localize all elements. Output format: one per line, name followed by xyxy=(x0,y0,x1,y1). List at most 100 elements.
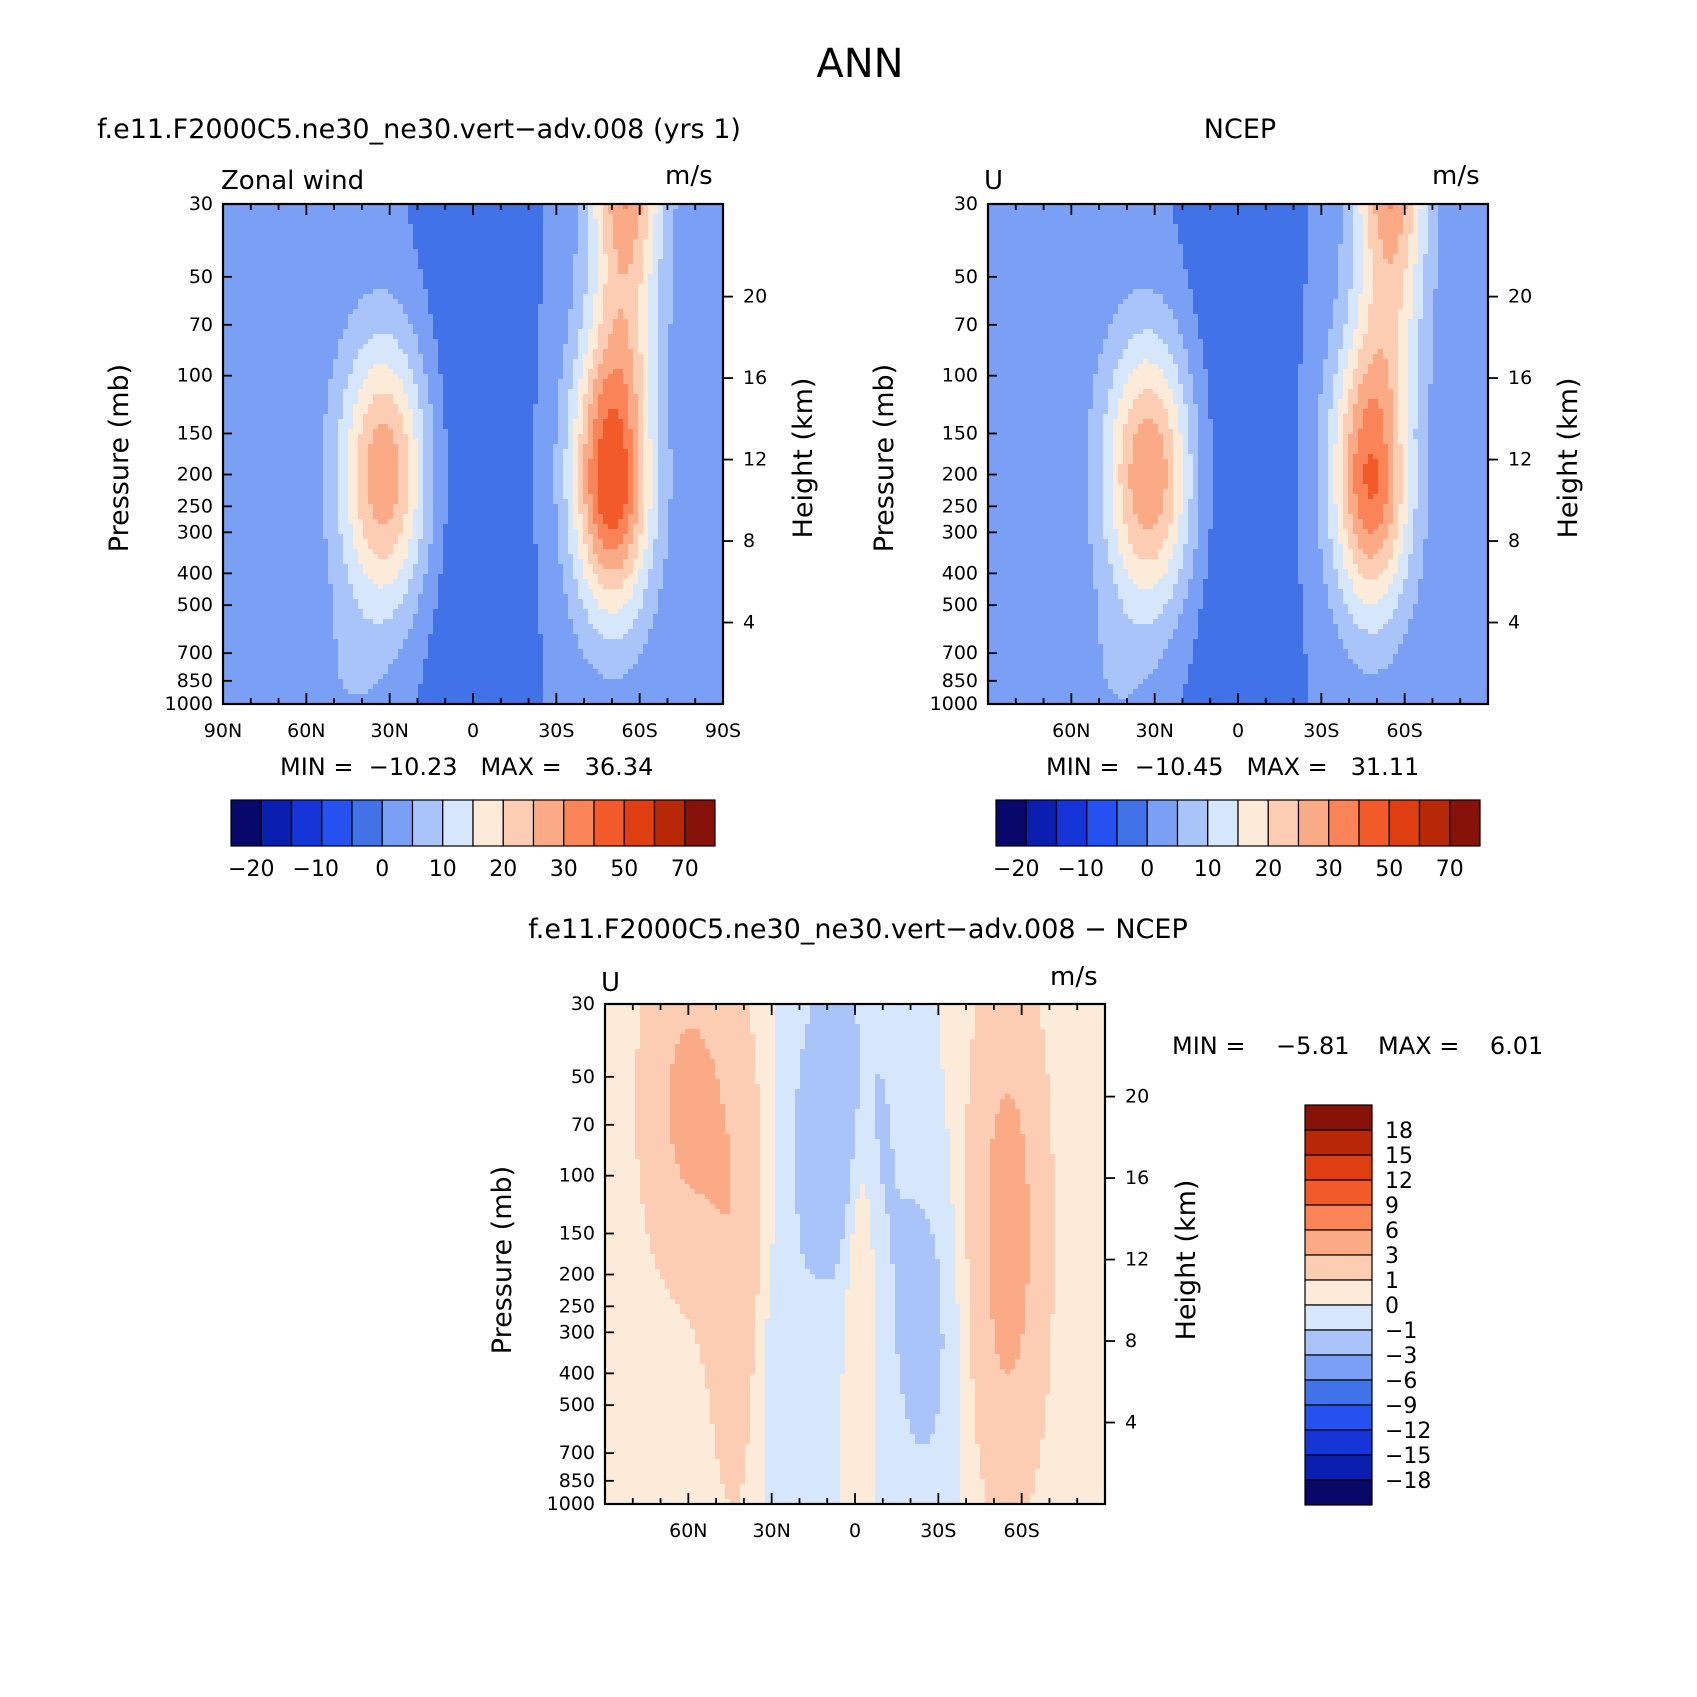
contour-cell xyxy=(358,234,364,240)
contour-cell xyxy=(673,354,679,360)
contour-cell xyxy=(403,274,409,280)
contour-cell xyxy=(223,339,229,345)
contour-cell xyxy=(533,369,539,375)
contour-cell xyxy=(558,314,564,320)
contour-cell xyxy=(253,384,259,390)
contour-cell xyxy=(468,294,474,300)
contour-cell xyxy=(668,374,674,380)
contour-cell xyxy=(618,434,624,440)
contour-cell xyxy=(613,259,619,265)
contour-cell xyxy=(253,229,259,235)
contour-cell xyxy=(608,399,614,405)
contour-cell xyxy=(258,369,264,375)
contour-cell xyxy=(393,329,399,335)
contour-cell xyxy=(343,224,349,230)
contour-cell xyxy=(453,249,459,255)
contour-cell xyxy=(678,384,684,390)
contour-cell xyxy=(498,349,504,355)
contour-cell xyxy=(403,344,409,350)
contour-cell xyxy=(428,404,434,410)
contour-cell xyxy=(493,284,499,290)
contour-cell xyxy=(398,359,404,365)
contour-cell xyxy=(453,439,459,445)
contour-cell xyxy=(553,294,559,300)
contour-cell xyxy=(688,329,694,335)
contour-cell xyxy=(553,329,559,335)
contour-cell xyxy=(413,359,419,365)
contour-cell xyxy=(313,224,319,230)
contour-cell xyxy=(383,254,389,260)
contour-cell xyxy=(543,419,549,425)
contour-cell xyxy=(348,234,354,240)
contour-cell xyxy=(438,204,444,210)
contour-cell xyxy=(388,414,394,420)
contour-cell xyxy=(568,214,574,220)
contour-cell xyxy=(258,274,264,280)
contour-cell xyxy=(363,299,369,305)
contour-cell xyxy=(548,349,554,355)
contour-cell xyxy=(598,279,604,285)
contour-cell xyxy=(238,204,244,210)
contour-cell xyxy=(688,369,694,375)
contour-cell xyxy=(478,334,484,340)
contour-cell xyxy=(318,309,324,315)
contour-cell xyxy=(238,289,244,295)
contour-cell xyxy=(258,299,264,305)
contour-cell xyxy=(613,264,619,270)
contour-cell xyxy=(613,369,619,375)
contour-cell xyxy=(578,234,584,240)
contour-cell xyxy=(588,259,594,265)
contour-cell xyxy=(498,379,504,385)
contour-cell xyxy=(628,419,634,425)
contour-cell xyxy=(503,319,509,325)
contour-cell xyxy=(603,314,609,320)
contour-cell xyxy=(578,294,584,300)
contour-cell xyxy=(538,404,544,410)
contour-cell xyxy=(648,344,654,350)
contour-cell xyxy=(598,204,604,210)
contour-cell xyxy=(488,404,494,410)
contour-cell xyxy=(543,414,549,420)
contour-cell xyxy=(568,414,574,420)
contour-cell xyxy=(588,219,594,225)
contour-cell xyxy=(258,399,264,405)
contour-cell xyxy=(253,294,259,300)
contour-cell xyxy=(643,324,649,330)
contour-cell xyxy=(628,304,634,310)
contour-cell xyxy=(658,434,664,440)
contour-cell xyxy=(613,389,619,395)
contour-cell xyxy=(533,349,539,355)
contour-cell xyxy=(528,269,534,275)
contour-cell xyxy=(293,424,299,430)
contour-cell xyxy=(448,419,454,425)
contour-cell xyxy=(678,264,684,270)
contour-cell xyxy=(468,424,474,430)
contour-cell xyxy=(543,444,549,450)
contour-cell xyxy=(248,399,254,405)
contour-cell xyxy=(468,274,474,280)
contour-cell xyxy=(523,319,529,325)
contour-cell xyxy=(628,374,634,380)
contour-cell xyxy=(688,274,694,280)
contour-cell xyxy=(448,399,454,405)
contour-cell xyxy=(438,209,444,215)
contour-cell xyxy=(313,209,319,215)
contour-cell xyxy=(643,334,649,340)
contour-cell xyxy=(283,429,289,435)
contour-cell xyxy=(408,319,414,325)
contour-cell xyxy=(263,284,269,290)
contour-cell xyxy=(598,394,604,400)
contour-cell xyxy=(668,359,674,365)
contour-cell xyxy=(578,309,584,315)
contour-cell xyxy=(408,414,414,420)
contour-cell xyxy=(498,354,504,360)
contour-cell xyxy=(548,434,554,440)
contour-cell xyxy=(263,219,269,225)
contour-cell xyxy=(383,319,389,325)
contour-cell xyxy=(528,344,534,350)
contour-cell xyxy=(688,204,694,210)
contour-cell xyxy=(628,319,634,325)
contour-cell xyxy=(683,379,689,385)
contour-cell xyxy=(418,374,424,380)
contour-cell xyxy=(638,349,644,355)
